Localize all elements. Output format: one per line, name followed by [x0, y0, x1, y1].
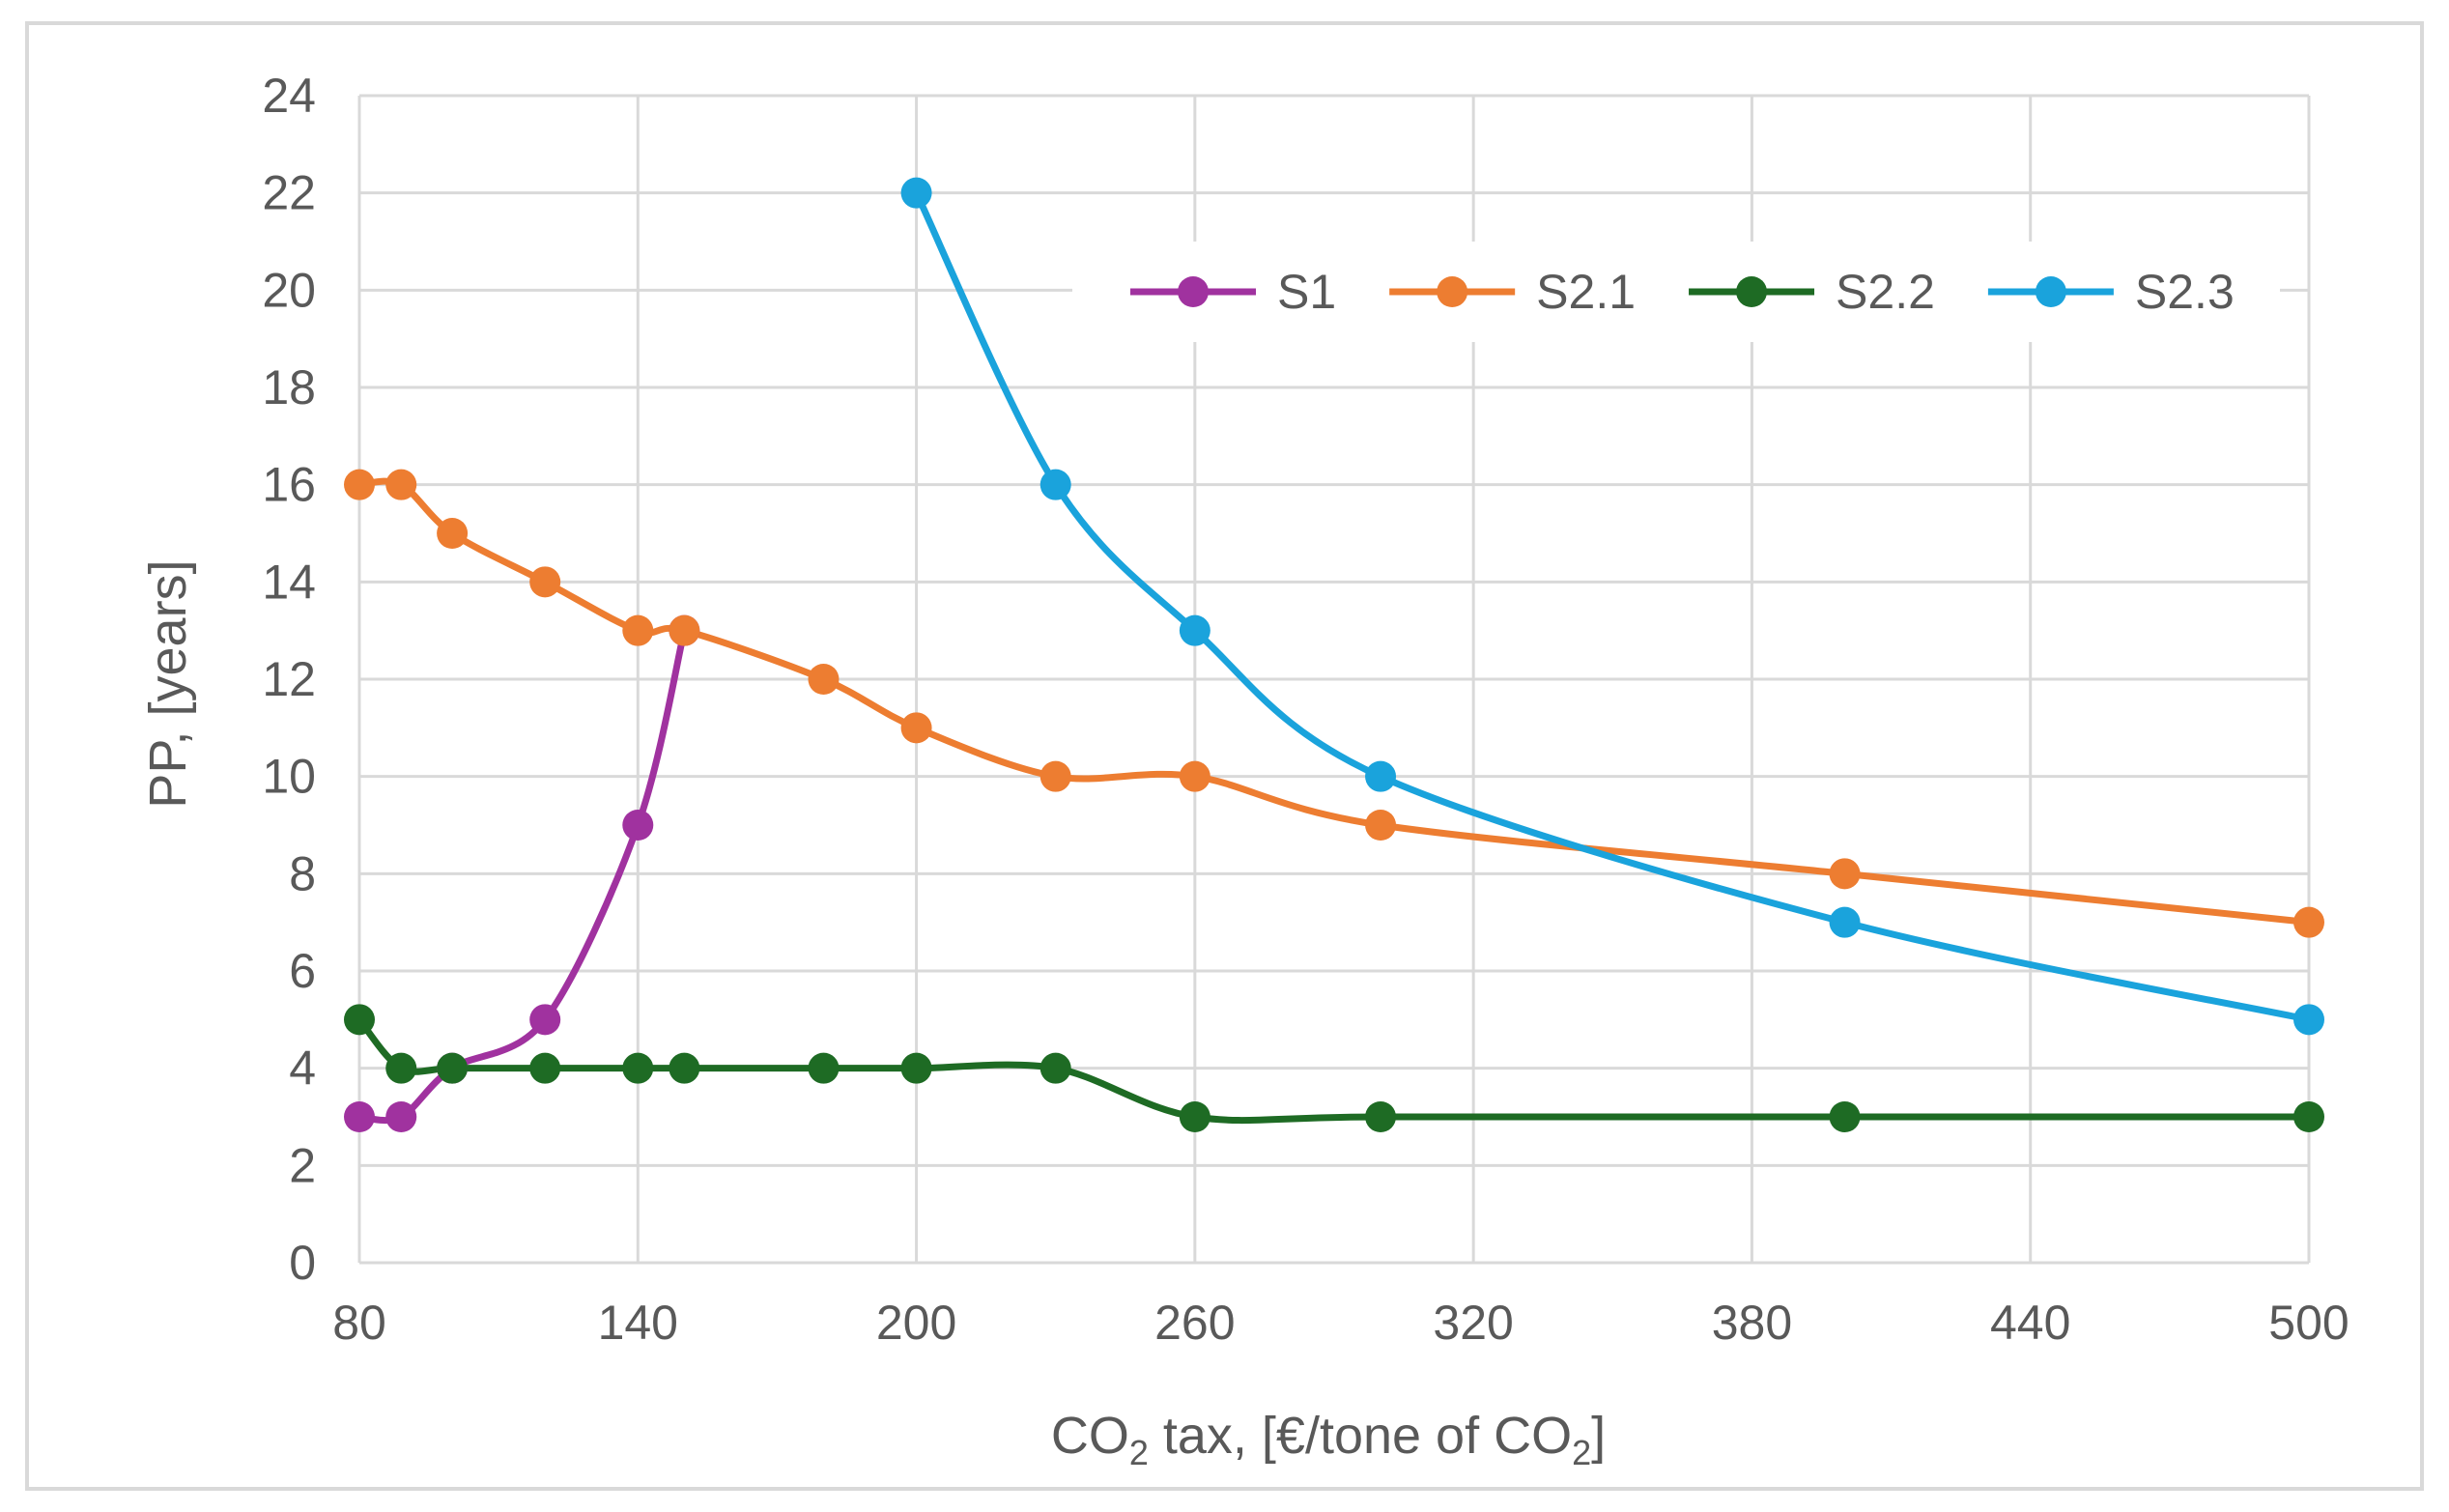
series-line-s2-2 — [356, 1015, 2313, 1125]
data-point-s2-2-500 — [2293, 1101, 2324, 1132]
data-point-s2-2-180 — [808, 1052, 840, 1084]
x-axis-title-sub1: 2 — [1129, 1433, 1149, 1472]
x-axis-tick-labels: 80 140 200 260 320 380 440 500 — [332, 1296, 2349, 1350]
y-tick-label-6: 6 — [289, 944, 316, 998]
data-point-s2-3-200 — [900, 177, 932, 209]
x-tick-label-200: 200 — [876, 1296, 956, 1350]
data-point-s2-3-260 — [1179, 614, 1210, 646]
x-axis-title-sub2: 2 — [1572, 1433, 1591, 1472]
data-point-s2-3-300 — [1365, 760, 1397, 792]
x-axis-title-part1: CO — [1051, 1407, 1129, 1465]
data-point-s2-2-140 — [622, 1052, 654, 1084]
data-point-s2-2-100 — [437, 1052, 469, 1084]
y-tick-label-4: 4 — [289, 1041, 316, 1096]
data-point-s2-1-400 — [1829, 858, 1861, 890]
series-markers — [344, 177, 2324, 1132]
data-point-s1-89 — [385, 1101, 417, 1132]
y-tick-label-24: 24 — [262, 69, 316, 123]
data-point-s2-2-89 — [385, 1052, 417, 1084]
series-line-s2-3 — [913, 189, 2313, 1023]
legend-item-s2-2: S2.2 — [1689, 265, 1935, 319]
data-point-s2-1-140 — [622, 614, 654, 646]
x-tick-label-140: 140 — [598, 1296, 678, 1350]
series-line-s1 — [356, 627, 688, 1125]
data-point-s2-1-180 — [808, 664, 840, 695]
y-tick-label-0: 0 — [289, 1236, 316, 1290]
legend-item-s1: S1 — [1130, 265, 1336, 319]
data-point-s2-1-260 — [1179, 760, 1210, 792]
data-point-s2-1-230 — [1039, 760, 1071, 792]
x-tick-label-260: 260 — [1154, 1296, 1235, 1350]
y-tick-label-18: 18 — [262, 360, 316, 414]
data-point-s2-1-89 — [385, 469, 417, 500]
data-point-s2-1-80 — [344, 469, 375, 500]
data-point-s2-2-300 — [1365, 1101, 1397, 1132]
data-point-s2-3-400 — [1829, 906, 1861, 938]
x-tick-label-320: 320 — [1433, 1296, 1513, 1350]
y-tick-label-2: 2 — [289, 1138, 316, 1192]
y-tick-label-12: 12 — [262, 652, 316, 706]
x-tick-label-80: 80 — [332, 1296, 386, 1350]
data-point-s1-140 — [622, 810, 654, 841]
data-point-s2-2-260 — [1179, 1101, 1210, 1132]
legend-item-s2-3: S2.3 — [1987, 265, 2235, 319]
data-point-s1-120 — [529, 1004, 561, 1036]
data-point-s2-1-100 — [437, 518, 469, 549]
y-tick-label-20: 20 — [262, 263, 316, 317]
data-point-s2-1-150 — [669, 614, 700, 646]
data-point-s2-1-200 — [900, 712, 932, 744]
data-point-s2-1-300 — [1365, 810, 1397, 841]
data-point-s2-2-80 — [344, 1004, 375, 1036]
legend-label-s2-2: S2.2 — [1836, 265, 1935, 319]
legend-marker-s2-3 — [2035, 276, 2066, 307]
legend-label-s2-1: S2.1 — [1536, 265, 1636, 319]
x-axis-title-part2: tax, [€/tone of CO — [1149, 1407, 1572, 1465]
y-tick-label-14: 14 — [262, 555, 316, 609]
data-point-s2-2-200 — [900, 1052, 932, 1084]
data-point-s1-80 — [344, 1101, 375, 1132]
y-tick-label-16: 16 — [262, 458, 316, 512]
data-point-s2-1-120 — [529, 566, 561, 598]
x-tick-label-500: 500 — [2268, 1296, 2349, 1350]
y-tick-label-10: 10 — [262, 750, 316, 804]
legend-marker-s2-1 — [1437, 276, 1468, 307]
legend-label-s1: S1 — [1277, 265, 1336, 319]
data-point-s2-2-120 — [529, 1052, 561, 1084]
data-point-s2-2-230 — [1039, 1052, 1071, 1084]
x-axis-title: CO2 tax, [€/tone of CO2] — [1051, 1407, 1606, 1472]
legend: S1 S2.1 S2.2 S2.3 — [1072, 242, 2280, 342]
x-axis-title-part3: ] — [1591, 1407, 1606, 1465]
series-line-s2-1 — [356, 477, 2313, 927]
y-tick-label-22: 22 — [262, 166, 316, 220]
data-point-s2-1-500 — [2293, 906, 2324, 938]
y-axis-title: PP, [years] — [139, 559, 197, 808]
data-point-s2-2-400 — [1829, 1101, 1861, 1132]
legend-marker-s2-2 — [1736, 276, 1768, 307]
data-point-s2-2-150 — [669, 1052, 700, 1084]
legend-marker-s1 — [1178, 276, 1209, 307]
x-tick-label-440: 440 — [1990, 1296, 2070, 1350]
legend-item-s2-1: S2.1 — [1389, 265, 1636, 319]
data-point-s2-3-500 — [2293, 1004, 2324, 1036]
y-tick-label-8: 8 — [289, 846, 316, 900]
grid-lines — [357, 94, 2311, 1265]
x-tick-label-380: 380 — [1712, 1296, 1792, 1350]
data-point-s2-3-230 — [1039, 469, 1071, 500]
series-lines — [356, 189, 2313, 1125]
legend-label-s2-3: S2.3 — [2135, 265, 2235, 319]
